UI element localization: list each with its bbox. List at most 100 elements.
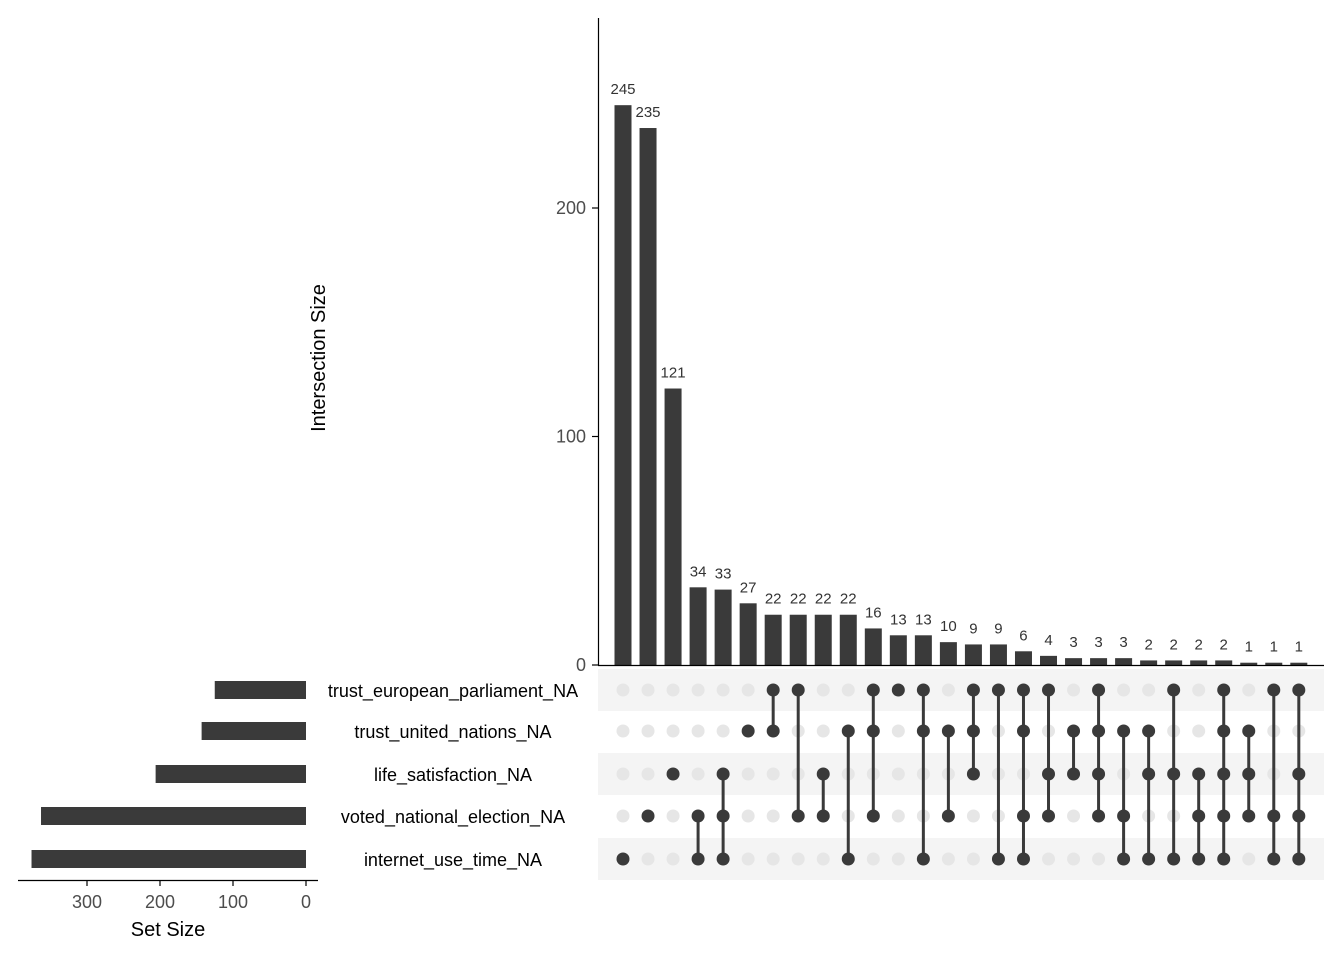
intersection-bar xyxy=(1065,658,1083,665)
matrix-dot-active xyxy=(1042,767,1056,781)
matrix-dot-active xyxy=(691,809,705,823)
matrix-dot-active xyxy=(841,852,855,866)
matrix-dot-active xyxy=(1092,683,1106,697)
intersection-bar-label: 1 xyxy=(1245,639,1253,656)
matrix-dot-inactive xyxy=(766,809,780,823)
intersection-bar xyxy=(1190,660,1208,665)
intersection-bar-label: 22 xyxy=(840,591,857,608)
matrix-dot-inactive xyxy=(1192,724,1206,738)
matrix-dot-inactive xyxy=(641,683,655,697)
intersection-bar-label: 13 xyxy=(915,611,932,628)
matrix-dot-active xyxy=(1117,724,1131,738)
intersection-bar xyxy=(1140,660,1158,665)
set-size-axis-tick-label: 100 xyxy=(218,892,248,912)
matrix-dot-active xyxy=(766,683,780,697)
matrix-dot-active xyxy=(766,724,780,738)
matrix-dot-inactive xyxy=(666,809,680,823)
matrix-dot-active xyxy=(741,724,755,738)
matrix-dot-active xyxy=(616,852,630,866)
matrix-dot-inactive xyxy=(966,809,980,823)
intersection-bar-label: 27 xyxy=(740,579,757,596)
matrix-dot-active xyxy=(1242,767,1256,781)
intersection-matrix xyxy=(616,683,1306,866)
intersection-bar xyxy=(714,589,732,665)
matrix-dot-active xyxy=(1292,852,1306,866)
matrix-row-stripe xyxy=(598,838,1324,880)
matrix-dot-active xyxy=(1092,724,1106,738)
matrix-dot-active xyxy=(966,724,980,738)
set-size-bar xyxy=(201,722,306,740)
matrix-dot-active xyxy=(1142,724,1156,738)
matrix-dot-active xyxy=(791,683,805,697)
intersection-bar xyxy=(839,614,857,665)
matrix-dot-inactive xyxy=(766,852,780,866)
intersection-bar xyxy=(914,635,932,665)
intersection-bar xyxy=(1290,662,1308,665)
matrix-dot-inactive xyxy=(666,852,680,866)
intersection-bar-label: 9 xyxy=(994,620,1002,637)
matrix-stripes xyxy=(598,669,1324,880)
matrix-dot-inactive xyxy=(766,767,780,781)
matrix-dot-active xyxy=(966,767,980,781)
matrix-dot-inactive xyxy=(716,683,730,697)
matrix-dot-inactive xyxy=(1117,683,1131,697)
matrix-dot-active xyxy=(691,852,705,866)
intersection-bar xyxy=(689,587,707,665)
matrix-dot-inactive xyxy=(866,852,880,866)
intersection-bar-label: 1 xyxy=(1295,639,1303,656)
matrix-dot-inactive xyxy=(616,809,630,823)
intersection-bar-label: 16 xyxy=(865,604,882,621)
matrix-dot-inactive xyxy=(741,809,755,823)
matrix-dot-active xyxy=(1217,724,1231,738)
intersection-bar-label: 2 xyxy=(1169,636,1177,653)
matrix-dot-active xyxy=(1217,852,1231,866)
matrix-dot-active xyxy=(841,724,855,738)
intersection-bar xyxy=(989,644,1007,665)
matrix-dot-active xyxy=(1016,852,1030,866)
intersection-bar-label: 13 xyxy=(890,611,907,628)
set-size-axis-tick-label: 200 xyxy=(145,892,175,912)
matrix-dot-inactive xyxy=(1142,683,1156,697)
set-size-bars xyxy=(31,681,307,868)
intersection-bar-label: 33 xyxy=(715,566,732,583)
intersection-y-axis: 0 100 200 xyxy=(556,18,1324,675)
intersection-bar-label: 3 xyxy=(1119,634,1127,651)
matrix-dot-active xyxy=(641,809,655,823)
matrix-dot-active xyxy=(1242,724,1256,738)
matrix-dot-inactive xyxy=(741,767,755,781)
matrix-dot-active xyxy=(1292,683,1306,697)
intersection-bar-label: 235 xyxy=(636,104,661,121)
intersection-bar xyxy=(664,388,682,665)
matrix-dot-active xyxy=(1042,809,1056,823)
intersection-bar-label: 6 xyxy=(1019,627,1027,644)
set-size-bar xyxy=(155,765,306,783)
matrix-dot-active xyxy=(1267,683,1281,697)
matrix-dot-active xyxy=(1192,809,1206,823)
matrix-dot-active xyxy=(941,809,955,823)
matrix-dot-inactive xyxy=(891,809,905,823)
matrix-row-stripe xyxy=(598,753,1324,795)
y-axis-tick-label: 200 xyxy=(556,198,586,218)
intersection-bar xyxy=(739,603,757,665)
matrix-dot-active xyxy=(1267,809,1281,823)
matrix-dot-active xyxy=(866,809,880,823)
matrix-dot-active xyxy=(1042,683,1056,697)
set-label: trust_european_parliament_NA xyxy=(328,681,578,702)
matrix-dot-inactive xyxy=(641,852,655,866)
matrix-dot-inactive xyxy=(616,683,630,697)
y-axis-tick-label: 100 xyxy=(556,427,586,447)
matrix-dot-inactive xyxy=(891,767,905,781)
intersection-bar-label: 22 xyxy=(815,591,832,608)
matrix-dot-active xyxy=(666,767,680,781)
matrix-dot-active xyxy=(891,683,905,697)
matrix-dot-active xyxy=(1092,809,1106,823)
matrix-dot-inactive xyxy=(716,724,730,738)
intersection-bar-label: 3 xyxy=(1069,634,1077,651)
intersection-bar-label: 4 xyxy=(1044,632,1052,649)
matrix-dot-active xyxy=(1217,767,1231,781)
matrix-dot-inactive xyxy=(816,852,830,866)
matrix-dot-inactive xyxy=(1242,852,1256,866)
intersection-bar xyxy=(614,105,632,666)
matrix-dot-active xyxy=(716,852,730,866)
